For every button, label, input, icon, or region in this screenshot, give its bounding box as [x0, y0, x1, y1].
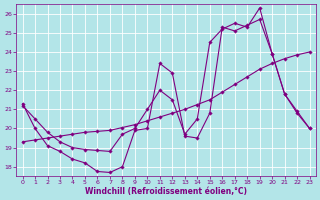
X-axis label: Windchill (Refroidissement éolien,°C): Windchill (Refroidissement éolien,°C) — [85, 187, 247, 196]
